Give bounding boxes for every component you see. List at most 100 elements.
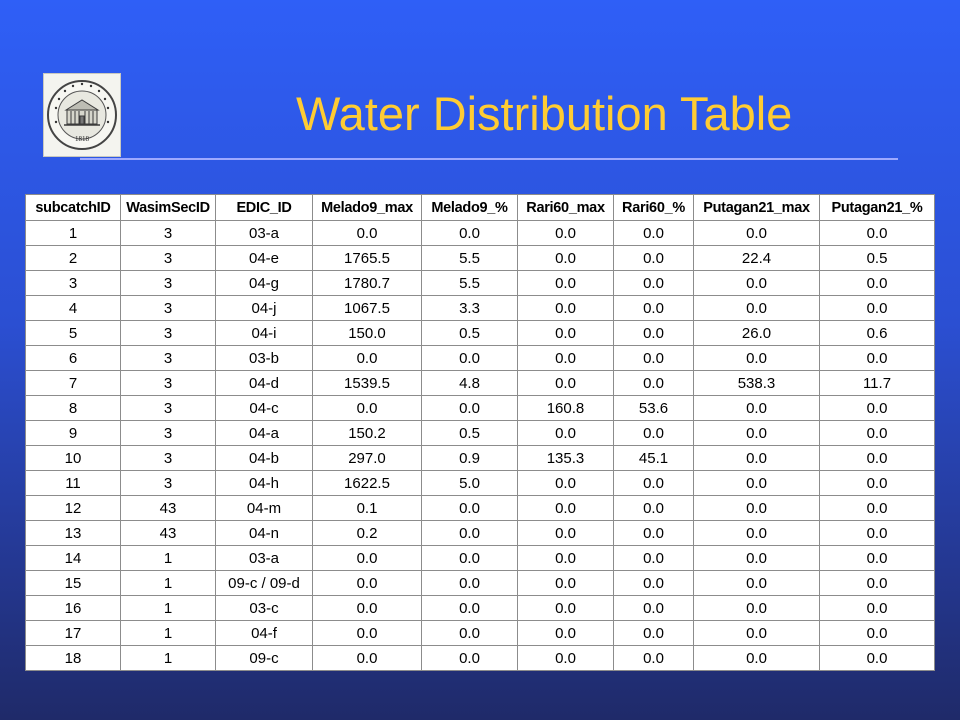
table-row: 7 3 04-d 1539.5 4.8 0.0 0.0 538.3 11.7 (25, 370, 935, 396)
table-cell: 43 (120, 520, 216, 546)
table-cell: 04-f (215, 620, 313, 646)
table-cell: 1 (25, 220, 121, 246)
table-cell: 0.0 (693, 470, 820, 496)
table-cell: 0.0 (517, 645, 614, 671)
table-cell: 0.0 (517, 270, 614, 296)
table-row: 2 3 04-e 1765.5 5.5 0.0 0.0 22.4 0.5 (25, 245, 935, 271)
table-cell: 0.0 (693, 220, 820, 246)
table-cell: 10 (25, 445, 121, 471)
table-cell: 0.0 (312, 545, 422, 571)
title-divider (80, 158, 898, 160)
table-cell: 3 (120, 420, 216, 446)
table-cell: 0.0 (819, 445, 935, 471)
table-cell: 0.0 (693, 445, 820, 471)
table-cell: 0.5 (421, 420, 518, 446)
table-cell: 0.0 (819, 545, 935, 571)
table-cell: 538.3 (693, 370, 820, 396)
table-row: 8 3 04-c 0.0 0.0 160.8 53.6 0.0 0.0 (25, 395, 935, 421)
table-cell: 3 (120, 270, 216, 296)
table-cell: 0.0 (613, 320, 694, 346)
table-cell: 0.2 (312, 520, 422, 546)
table-cell: 0.0 (517, 545, 614, 571)
table-cell: 0.0 (421, 595, 518, 621)
table-cell: 18 (25, 645, 121, 671)
table-cell: 1622.5 (312, 470, 422, 496)
table-cell: 11.7 (819, 370, 935, 396)
table-row: 11 3 04-h 1622.5 5.0 0.0 0.0 0.0 0.0 (25, 470, 935, 496)
table-row: 14 1 03-a 0.0 0.0 0.0 0.0 0.0 0.0 (25, 545, 935, 571)
table-cell: 1780.7 (312, 270, 422, 296)
table-cell: 0.0 (312, 620, 422, 646)
column-header: EDIC_ID (215, 194, 313, 221)
column-header: Putagan21_max (693, 194, 820, 221)
university-seal-logo: 1818 (43, 73, 121, 157)
table-cell: 0.0 (613, 345, 694, 371)
table-cell: 135.3 (517, 445, 614, 471)
table-cell: 0.0 (517, 495, 614, 521)
table-cell: 0.9 (421, 445, 518, 471)
table-cell: 0.0 (819, 645, 935, 671)
table-cell: 04-n (215, 520, 313, 546)
table-cell: 0.0 (517, 345, 614, 371)
table-cell: 0.0 (613, 645, 694, 671)
table-cell: 45.1 (613, 445, 694, 471)
table-cell: 0.0 (421, 570, 518, 596)
table-row: 13 43 04-n 0.2 0.0 0.0 0.0 0.0 0.0 (25, 520, 935, 546)
table-cell: 5.5 (421, 270, 518, 296)
column-header: WasimSecID (120, 194, 216, 221)
table-cell: 04-i (215, 320, 313, 346)
seal-icon: 1818 (47, 80, 117, 150)
table-cell: 0.0 (613, 245, 694, 271)
table-cell: 04-b (215, 445, 313, 471)
table-cell: 04-a (215, 420, 313, 446)
table-cell: 0.5 (421, 320, 518, 346)
table-cell: 0.0 (819, 295, 935, 321)
table-cell: 0.0 (517, 620, 614, 646)
column-header: subcatchID (25, 194, 121, 221)
table-cell: 03-b (215, 345, 313, 371)
table-cell: 03-a (215, 545, 313, 571)
table-cell: 3 (120, 345, 216, 371)
table-cell: 16 (25, 595, 121, 621)
table-cell: 1 (120, 595, 216, 621)
table-cell: 3 (120, 220, 216, 246)
table-row: 9 3 04-a 150.2 0.5 0.0 0.0 0.0 0.0 (25, 420, 935, 446)
table-cell: 3 (120, 470, 216, 496)
table-cell: 15 (25, 570, 121, 596)
table-cell: 0.0 (421, 645, 518, 671)
table-row: 15 1 09-c / 09-d 0.0 0.0 0.0 0.0 0.0 0.0 (25, 570, 935, 596)
water-distribution-table: subcatchID WasimSecID EDIC_ID Melado9_max Me… (25, 194, 935, 671)
table-cell: 297.0 (312, 445, 422, 471)
table-row: 17 1 04-f 0.0 0.0 0.0 0.0 0.0 0.0 (25, 620, 935, 646)
table-cell: 3 (120, 320, 216, 346)
table-cell: 0.5 (819, 245, 935, 271)
table-cell: 0.0 (693, 620, 820, 646)
table-cell: 0.0 (819, 520, 935, 546)
table-cell: 0.0 (517, 220, 614, 246)
table-cell: 22.4 (693, 245, 820, 271)
table-cell: 0.6 (819, 320, 935, 346)
table-cell: 0.0 (421, 495, 518, 521)
table-cell: 04-e (215, 245, 313, 271)
table-cell: 0.0 (613, 595, 694, 621)
table-cell: 04-d (215, 370, 313, 396)
table-cell: 0.0 (613, 420, 694, 446)
table-row: 5 3 04-i 150.0 0.5 0.0 0.0 26.0 0.6 (25, 320, 935, 346)
table-row: 4 3 04-j 1067.5 3.3 0.0 0.0 0.0 0.0 (25, 295, 935, 321)
table-cell: 0.0 (613, 220, 694, 246)
table-cell: 13 (25, 520, 121, 546)
column-header: Melado9_max (312, 194, 422, 221)
table-cell: 0.0 (693, 270, 820, 296)
table-cell: 1067.5 (312, 295, 422, 321)
table-cell: 04-h (215, 470, 313, 496)
table-cell: 0.0 (613, 295, 694, 321)
table-cell: 0.0 (819, 620, 935, 646)
table-cell: 03-c (215, 595, 313, 621)
page-title: Water Distribution Table (296, 87, 793, 140)
table-cell: 5.5 (421, 245, 518, 271)
column-header: Rari60_% (613, 194, 694, 221)
table-cell: 5 (25, 320, 121, 346)
table-cell: 0.0 (819, 220, 935, 246)
table-cell: 0.0 (693, 645, 820, 671)
table-cell: 0.0 (517, 295, 614, 321)
